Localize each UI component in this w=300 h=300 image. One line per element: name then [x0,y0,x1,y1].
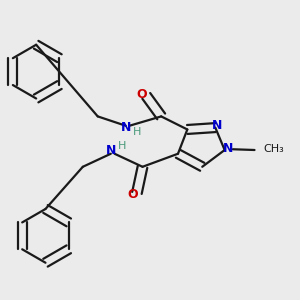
Text: O: O [136,88,147,100]
Text: CH₃: CH₃ [264,144,285,154]
Text: O: O [127,188,138,201]
Text: H: H [133,128,141,137]
Text: N: N [106,143,116,157]
Text: H: H [118,141,126,151]
Text: N: N [212,119,222,132]
Text: N: N [223,142,233,154]
Text: N: N [121,121,131,134]
